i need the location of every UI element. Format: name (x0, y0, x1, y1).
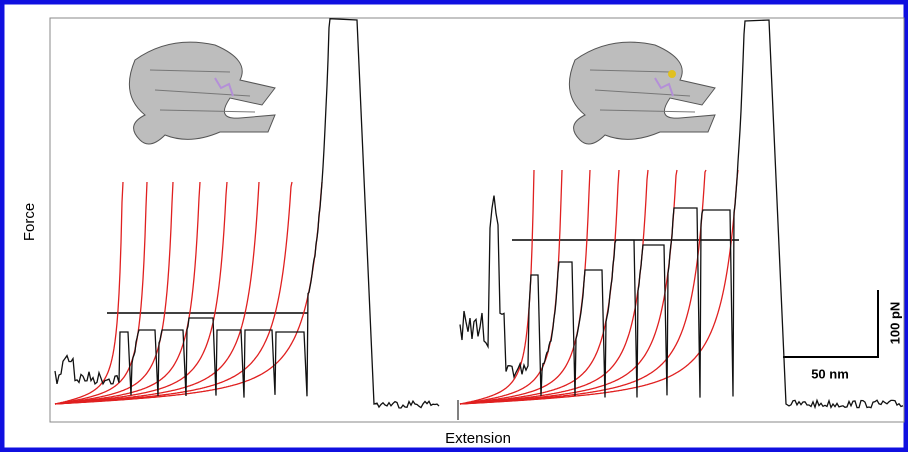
y-axis-label: Force (21, 203, 38, 241)
wlc-fit (54, 181, 124, 405)
force-trace (459, 19, 904, 410)
protein-left (128, 41, 276, 145)
wlc-fit (459, 169, 739, 405)
scale-bar-x-label: 50 nm (811, 366, 849, 381)
wlc-fit (459, 169, 535, 405)
plot-frame (49, 17, 905, 423)
scale-bar (783, 290, 879, 358)
scale-bar-y-label: 100 pN (887, 302, 902, 345)
x-axis-label: Extension (445, 430, 511, 447)
protein-right (568, 41, 716, 145)
wlc-fit (54, 181, 323, 405)
force-trace (54, 18, 440, 409)
